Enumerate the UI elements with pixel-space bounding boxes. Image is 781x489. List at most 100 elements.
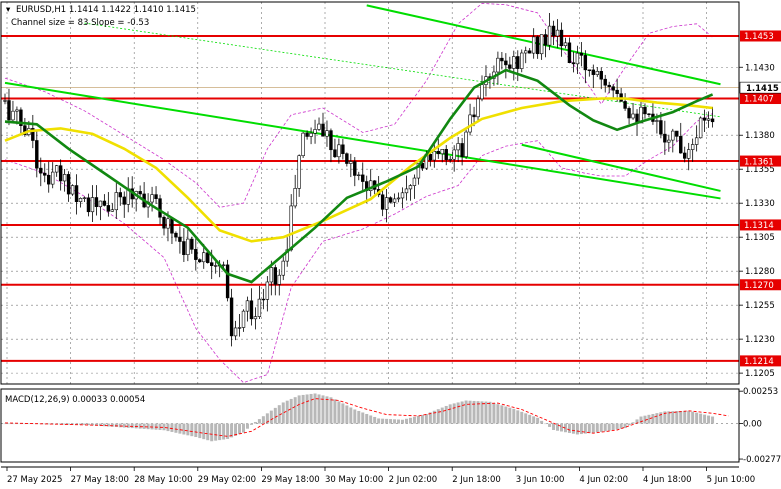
- macd-histogram-bar: [536, 417, 540, 424]
- channel-info: Channel size = 83 Slope = -0.53: [11, 18, 149, 28]
- candle-body-down: [345, 153, 349, 164]
- chart-header: ▾ EURUSD,H1 1.1414 1.1422 1.1410 1.1415 …: [6, 5, 196, 28]
- candle: [102, 194, 107, 207]
- candle: [225, 259, 230, 302]
- candle: [182, 228, 186, 262]
- macd-histogram-bar: [540, 420, 544, 424]
- macd-histogram-bar: [277, 405, 281, 424]
- candle: [329, 128, 333, 163]
- candle-body-down: [138, 191, 142, 195]
- macd-histogram-bar: [94, 423, 98, 426]
- macd-histogram-bar: [492, 402, 496, 424]
- candle-body-down: [174, 232, 178, 238]
- macd-histogram-bar: [337, 401, 341, 424]
- candle-body-up: [245, 300, 250, 312]
- macd-histogram-bar: [63, 423, 67, 425]
- candle-body-down: [7, 100, 11, 121]
- level-badge-label: 1.1407: [744, 95, 774, 105]
- macd-histogram-bar: [623, 423, 627, 429]
- candle-body-up: [313, 129, 317, 134]
- candle-body-down: [675, 130, 679, 137]
- candle-body-up: [706, 118, 711, 121]
- candle: [309, 127, 313, 145]
- macd-histogram-bar: [369, 415, 373, 424]
- current-price-badge: [739, 81, 781, 94]
- macd-histogram-bar: [707, 415, 711, 424]
- symbol-quote: EURUSD,H1 1.1414 1.1422 1.1410 1.1415: [16, 5, 196, 15]
- macd-histogram-bar: [393, 419, 397, 424]
- macd-histogram-bar: [381, 418, 385, 424]
- macd-histogram-bar: [134, 423, 138, 429]
- price-axis: 1.1430 1.1380 1.1355 1.1330 1.1305 1.1280 1.12…: [739, 30, 781, 465]
- candle: [583, 50, 588, 84]
- candle-body-down: [436, 150, 440, 155]
- candle: [198, 258, 202, 264]
- macd-histogram-bar: [325, 396, 329, 424]
- macd-histogram-bar: [118, 423, 122, 428]
- candle-body-down: [118, 192, 122, 198]
- candle-body-down: [86, 197, 91, 213]
- candle: [555, 19, 560, 48]
- candle-body-up: [110, 209, 115, 212]
- candle-body-up: [166, 218, 170, 229]
- candle-body-down: [190, 238, 194, 250]
- macd-histogram-bar: [301, 394, 305, 424]
- candle: [122, 191, 126, 218]
- candle: [496, 51, 500, 85]
- candle: [178, 226, 182, 254]
- candle-body-up: [289, 205, 293, 251]
- macd-histogram-bar: [130, 423, 134, 429]
- candle-body-down: [683, 152, 687, 159]
- candle-body-up: [277, 274, 281, 285]
- time-tick-label: 3 Jun 10:00: [516, 475, 565, 485]
- candle-body-up: [563, 42, 568, 47]
- macd-histogram-bar: [261, 416, 265, 424]
- candle: [106, 192, 111, 217]
- candle-body-up: [452, 149, 456, 160]
- envelope-bands: [4, 2, 713, 384]
- candle-body-up: [368, 180, 373, 192]
- macd-histogram-bar: [297, 395, 301, 424]
- candle: [512, 50, 516, 81]
- candle: [190, 236, 194, 254]
- candle: [679, 122, 683, 154]
- candle-body-up: [297, 155, 301, 189]
- macd-histogram-bar: [238, 423, 242, 435]
- candle-body-up: [631, 113, 635, 119]
- macd-histogram-bar: [448, 404, 452, 424]
- candle: [273, 264, 277, 296]
- candle-body-up: [257, 298, 262, 317]
- candle-body-down: [535, 36, 540, 55]
- candle: [440, 149, 444, 163]
- trend-channels: [4, 4, 721, 200]
- candle: [591, 64, 596, 89]
- time-tick-label: 2 Jun 18:00: [452, 475, 501, 485]
- candle: [154, 186, 158, 204]
- macd-histogram-bar: [106, 423, 110, 427]
- candle-body-down: [23, 125, 27, 135]
- candle-body-down: [571, 62, 576, 65]
- candle: [575, 45, 580, 75]
- candle-body-up: [62, 174, 67, 182]
- macd-histogram-bar: [194, 423, 198, 438]
- candle: [508, 56, 512, 71]
- candle-body-up: [400, 192, 405, 199]
- candle-body-down: [500, 57, 504, 62]
- candle-body-up: [221, 264, 226, 266]
- candle-body-up: [150, 194, 154, 203]
- candle-body-down: [611, 86, 615, 91]
- candle-body-up: [698, 117, 703, 139]
- macd-histogram-bar: [691, 411, 695, 424]
- time-tick-label: 4 Jun 02:00: [579, 475, 628, 485]
- candle: [35, 130, 39, 178]
- candle: [78, 197, 83, 208]
- macd-histogram-bar: [619, 423, 623, 429]
- candle-body-down: [444, 149, 448, 160]
- macd-histogram-bar: [659, 412, 663, 424]
- candle: [706, 111, 711, 128]
- macd-histogram-bar: [210, 423, 214, 442]
- candle: [265, 276, 270, 312]
- candle-body-down: [504, 60, 508, 66]
- macd-histogram-bar: [389, 419, 393, 424]
- macd-histogram-bar: [289, 398, 293, 424]
